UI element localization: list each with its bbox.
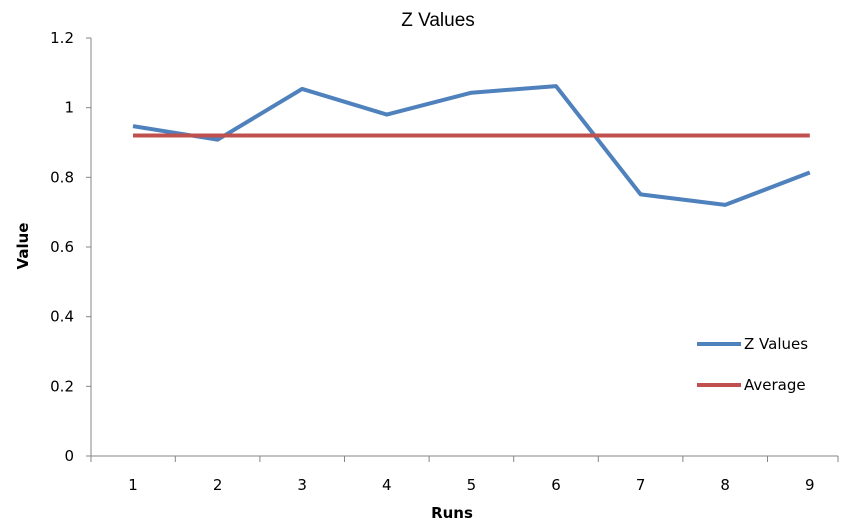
y-tick-label: 0.6 xyxy=(50,238,74,256)
x-tick-label: 1 xyxy=(128,476,138,494)
y-tick-label: 0.4 xyxy=(50,308,74,326)
series-line-z-values xyxy=(132,84,811,207)
x-tick-label: 8 xyxy=(720,476,730,494)
y-tick-label: 0.2 xyxy=(50,377,74,395)
legend-label: Z Values xyxy=(744,335,808,353)
y-tick-label: 1 xyxy=(64,99,74,117)
x-tick-label: 4 xyxy=(382,476,392,494)
x-axis-label: Runs xyxy=(431,504,473,522)
x-tick-label: 5 xyxy=(467,476,477,494)
chart-title: Z Values xyxy=(401,10,475,31)
y-axis-label: Value xyxy=(14,223,32,270)
x-tick-label: 9 xyxy=(805,476,815,494)
legend-label: Average xyxy=(744,376,806,394)
x-tick-label: 2 xyxy=(213,476,223,494)
series-lines xyxy=(132,84,811,207)
y-tick-label: 1.2 xyxy=(50,29,74,47)
x-tick-label: 6 xyxy=(551,476,561,494)
x-tick-label: 7 xyxy=(636,476,646,494)
y-tick-label: 0 xyxy=(64,447,74,465)
x-tick-label: 3 xyxy=(297,476,307,494)
legend: Z Values Average xyxy=(697,335,808,394)
axes: 0 0.2 0.4 0.6 0.8 1 1.2 1 2 3 4 5 6 7 8 9 xyxy=(50,29,839,494)
y-tick-label: 0.8 xyxy=(50,168,74,186)
